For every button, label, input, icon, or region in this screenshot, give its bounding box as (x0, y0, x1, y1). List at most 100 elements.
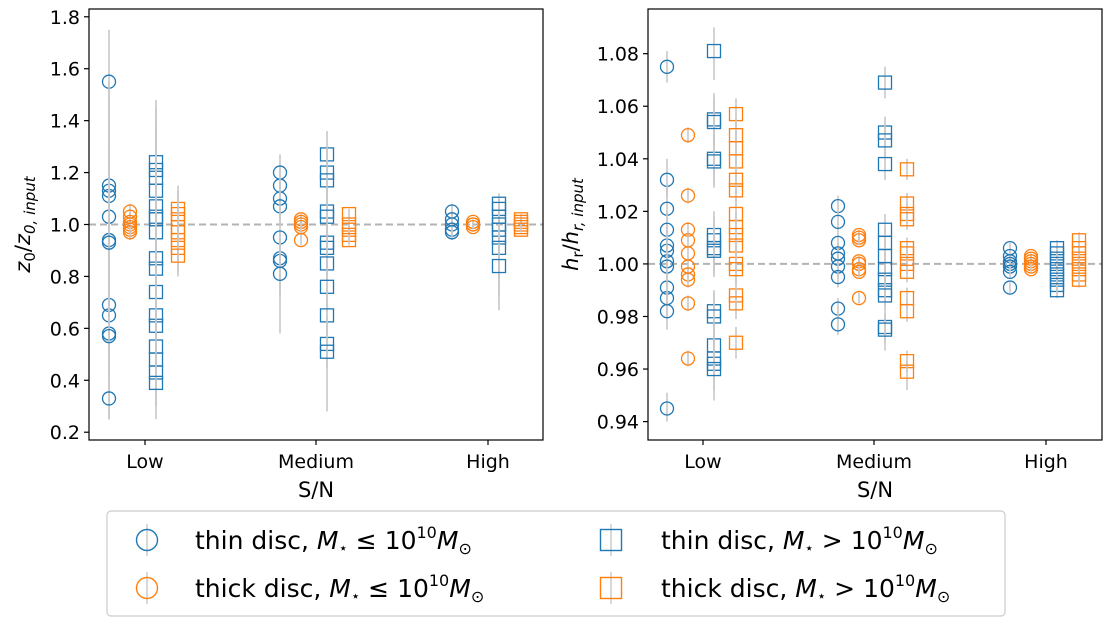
series-thin_high_med (319, 131, 335, 412)
ylabel-slash: / (559, 243, 583, 251)
legend-item-3: thin disc, M⋆ > 1010M⊙ (599, 523, 938, 558)
y-tick-label: 0.94 (597, 412, 639, 434)
data-point (659, 401, 675, 416)
data-point (899, 304, 915, 319)
data-point (680, 351, 696, 366)
y-tick-label: 1.2 (50, 163, 80, 185)
legend-square-marker (599, 528, 623, 552)
y-axis-label: hr/hr, input (559, 177, 587, 271)
legend-circle-marker (135, 576, 159, 600)
data-point (680, 188, 696, 203)
series-thin_high_high (491, 193, 507, 311)
y-tick-label: 1.4 (50, 111, 80, 133)
y-tick-label: 1.02 (597, 201, 639, 223)
panel-2: 0.94 0.96 0.98 1.00 1.02 1.04 1.06 1.08 Low Mediu… (559, 8, 1103, 502)
x-tick-label: Low (684, 451, 721, 473)
legend-operator: > (826, 574, 863, 603)
series-thick_high_low (170, 185, 186, 277)
data-point (851, 290, 867, 306)
data-point (899, 364, 915, 379)
y-tick-label: 1.0 (50, 215, 80, 237)
data-point (877, 288, 893, 303)
legend-mass: M (329, 574, 351, 603)
legend-item-1: thin disc, M⋆ ≤ 1010M⊙ (135, 523, 472, 558)
data-point (899, 212, 915, 227)
data-point (659, 59, 675, 74)
data-point (706, 114, 722, 130)
series-thin_high (1002, 241, 1018, 295)
data-point (851, 264, 867, 279)
legend-star: ⋆ (817, 587, 826, 605)
data-point (659, 304, 675, 319)
data-point (877, 322, 893, 337)
legend-operator: > (814, 526, 851, 555)
data-point (1071, 272, 1087, 287)
legend-text: thick disc, (661, 574, 795, 603)
y-tick-label: 0.98 (597, 306, 639, 328)
data-point (1002, 264, 1018, 279)
data-point (728, 262, 744, 277)
ylabel-base: z (11, 261, 35, 274)
legend-solar-mass: M (915, 574, 937, 603)
data-point (728, 296, 744, 311)
series-thin_high_high (1049, 240, 1065, 299)
legend-text: thin disc, (661, 526, 783, 555)
legend-power-base: 10 (385, 526, 417, 555)
series-thick_low (680, 127, 696, 367)
x-axis-label: S/N (857, 478, 893, 502)
y-tick-label: 1.00 (597, 254, 639, 276)
y-tick-label: 1.04 (597, 149, 639, 171)
series-thin_low (659, 51, 675, 422)
legend-star: ⋆ (804, 539, 813, 557)
legend-power-base: 10 (863, 574, 895, 603)
y-tick-label: 1.8 (50, 7, 80, 29)
data-point (680, 127, 696, 143)
series-thick_high (1023, 248, 1039, 277)
y-tick-label: 0.2 (50, 422, 80, 444)
data-point (101, 328, 117, 344)
series-thick_high_med (899, 158, 915, 391)
ylabel-sub: r (569, 251, 587, 258)
ylabel-slash: / (11, 244, 35, 252)
data-point (319, 344, 335, 359)
legend-star: ⋆ (351, 587, 360, 605)
data-point (877, 75, 893, 90)
data-point (170, 248, 186, 263)
legend-item-4: thick disc, M⋆ > 1010M⊙ (599, 571, 950, 606)
legend-text: thin disc, (195, 526, 317, 555)
legend-operator: ≤ (348, 526, 385, 555)
data-point (851, 233, 867, 248)
legend-power-exp: 10 (895, 571, 915, 590)
ylabel-base2: h (559, 231, 583, 244)
x-tick-label: High (1024, 451, 1068, 473)
series-thin_high_med (877, 66, 893, 351)
legend-mass: M (783, 526, 805, 555)
data-point (101, 391, 117, 406)
ylabel-sub: 0 (21, 252, 39, 262)
y-tick-label: 1.6 (50, 59, 80, 81)
data-point (899, 162, 915, 177)
legend: thin disc, M⋆ ≤ 1010M⊙thick disc, M⋆ ≤ 1… (106, 510, 1006, 617)
x-tick-label: Medium (278, 451, 354, 473)
x-tick-label: Low (126, 451, 163, 473)
legend-text: thick disc, (195, 574, 329, 603)
data-point (1023, 262, 1039, 277)
series-thin_med (830, 195, 846, 335)
legend-power-base: 10 (851, 526, 883, 555)
series-thick_med (293, 212, 309, 248)
legend-sun: ⊙ (924, 539, 937, 558)
ylabel-sub2: r, input (569, 177, 587, 231)
series-thin_high_low (706, 27, 722, 401)
y-tick-label: 0.6 (50, 318, 80, 340)
data-point (513, 222, 529, 237)
series-thick_high_low (728, 98, 744, 359)
legend-sun: ⊙ (471, 587, 484, 606)
data-point (465, 219, 481, 235)
data-point (444, 225, 460, 240)
legend-solar-mass: M (903, 526, 925, 555)
legend-label: thick disc, M⋆ ≤ 1010M⊙ (195, 571, 484, 606)
legend-power-exp: 10 (429, 571, 449, 590)
data-point (680, 296, 696, 311)
legend-operator: ≤ (360, 574, 397, 603)
